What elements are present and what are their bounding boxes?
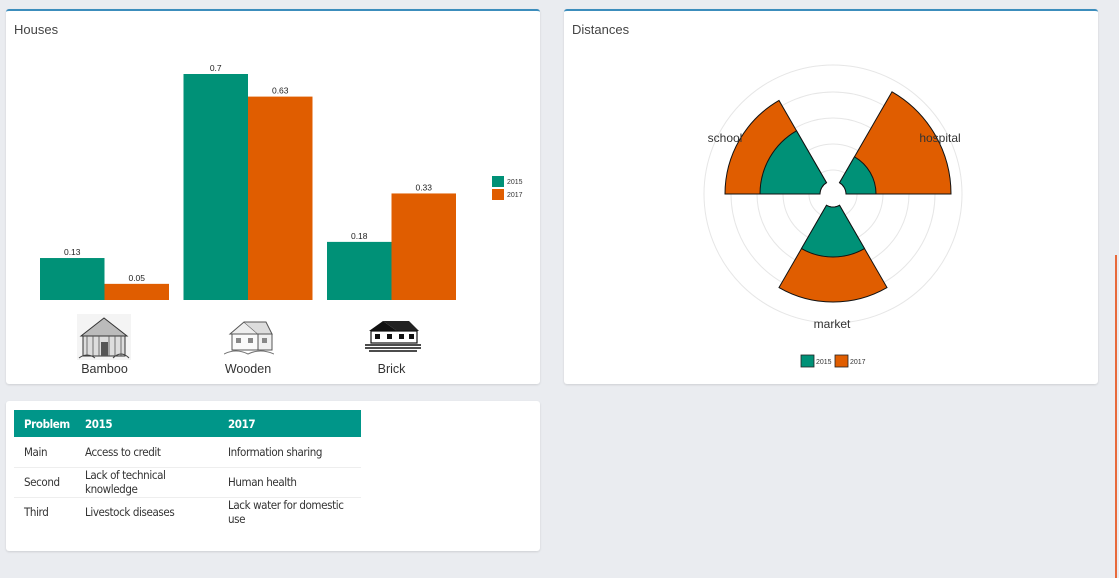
category-label-wooden: Wooden	[225, 362, 271, 376]
data-label: 0.05	[128, 273, 145, 283]
data-label: 0.18	[351, 231, 368, 241]
legend-label-2017: 2017	[850, 359, 866, 366]
table-cell: Lack water for domestic use	[228, 498, 344, 527]
data-label: 0.33	[415, 182, 432, 192]
table-row: Third Livestock diseases Lack water for …	[14, 497, 361, 527]
table-cell: Information sharing	[218, 437, 361, 468]
problems-panel: Problem 2015 2017 Main Access to credit …	[6, 401, 540, 551]
polar-label-market: market	[814, 317, 851, 331]
table-row: Second Lack of technical knowledge Human…	[14, 467, 361, 498]
bar-2017-brick	[391, 193, 456, 300]
houses-bar-chart: 0.13 0.05 Bamboo 0.7 0.63 Wooden 0.18 0.33 Brick…	[40, 63, 523, 376]
legend-label-2015: 2015	[507, 179, 523, 186]
polar-label-hospital: hospital	[919, 131, 960, 145]
header-2015: 2015	[75, 410, 218, 437]
data-label: 0.63	[272, 86, 289, 96]
table-cell: Livestock diseases	[85, 505, 175, 520]
table-header-row: Problem 2015 2017	[14, 410, 361, 437]
distances-panel: Distances hospital market school 2015 2017	[564, 9, 1098, 384]
polar-label-school: school	[708, 131, 743, 145]
table-cell: Lack of technical knowledge	[75, 467, 218, 498]
bamboo-house-icon	[77, 314, 131, 360]
table-cell: Second	[14, 467, 75, 498]
polar-bar-2015-hospital	[838, 156, 877, 195]
table-cell: Third	[24, 505, 49, 520]
bar-2015-bamboo	[40, 258, 105, 300]
table-cell: Access to credit	[75, 437, 218, 468]
legend-label-2015: 2015	[816, 359, 832, 366]
houses-panel: Houses 0.13 0.05 Bamboo 0.7 0.63 Wooden 0.18 0.…	[6, 9, 540, 384]
table-cell: Human health	[218, 467, 361, 498]
table-row: Main Access to credit Information sharin…	[14, 437, 361, 468]
category-label-brick: Brick	[378, 362, 407, 376]
page-scrollbar[interactable]	[1115, 255, 1117, 578]
brick-house-icon	[365, 321, 421, 352]
bar-2017-bamboo	[104, 283, 169, 300]
bar-2015-brick	[327, 241, 392, 300]
header-2017: 2017	[218, 410, 361, 437]
legend-swatch-2015	[492, 176, 504, 187]
legend-swatch-2017	[492, 189, 504, 200]
bar-2017-wooden	[248, 96, 313, 300]
legend-label-2017: 2017	[507, 192, 523, 199]
legend-swatch-2017	[834, 354, 849, 368]
data-label: 0.13	[64, 247, 81, 257]
table-cell: Main	[14, 437, 75, 468]
wooden-house-icon	[224, 321, 274, 355]
grid-circle	[703, 64, 963, 324]
category-label-bamboo: Bamboo	[81, 362, 128, 376]
bar-2015-wooden	[183, 74, 248, 300]
distances-polar-chart: hospital market school 2015 2017	[703, 64, 963, 368]
houses-title: Houses	[14, 22, 59, 37]
polar-bar-2015-school	[759, 130, 828, 195]
data-label: 0.7	[210, 63, 222, 73]
header-problem: Problem	[14, 410, 75, 437]
legend-swatch-2015	[800, 354, 815, 368]
polar-bar-2015-market	[800, 204, 866, 258]
distances-title: Distances	[572, 22, 630, 37]
problems-table: Problem 2015 2017 Main Access to credit …	[14, 410, 361, 527]
